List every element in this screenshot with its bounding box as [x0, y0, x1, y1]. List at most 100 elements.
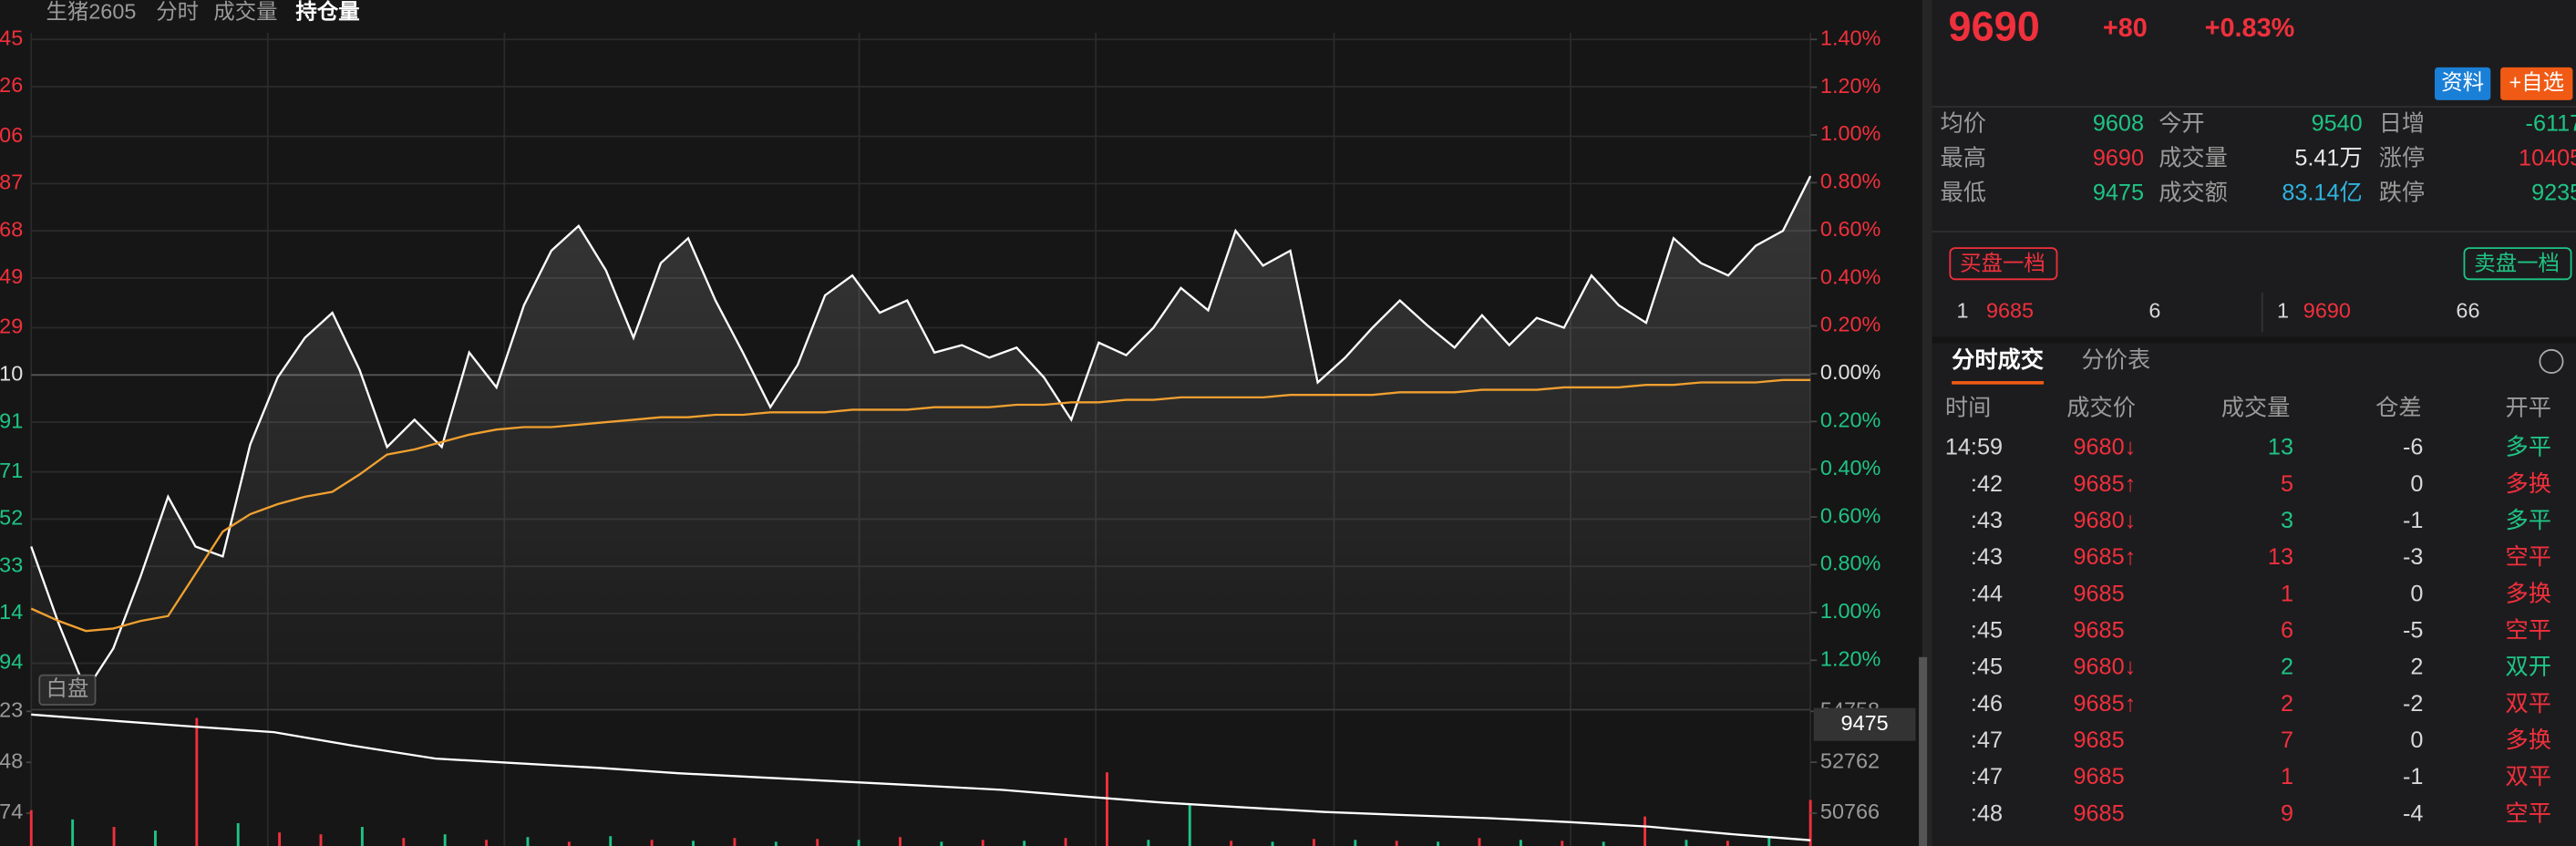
- trade-volume: 7: [2281, 727, 2293, 753]
- book-price: 9690: [2303, 299, 2351, 323]
- trade-time: :45: [1971, 618, 2003, 644]
- tab[interactable]: 成交量: [213, 0, 277, 24]
- bar: [112, 827, 116, 846]
- y2-tick-label: 0.40%: [1820, 264, 1880, 288]
- stat-value: 9235: [2531, 180, 2576, 205]
- cursor-label: 9475: [1841, 711, 1889, 735]
- stat-label: 今开: [2159, 111, 2204, 137]
- bar: [402, 838, 406, 846]
- tab[interactable]: 分价表: [2082, 347, 2151, 373]
- bar: [1354, 840, 1357, 846]
- side-panel: [1932, 0, 2576, 846]
- bar: [899, 837, 902, 846]
- trade-time: :45: [1971, 655, 2003, 680]
- bar: [1188, 805, 1191, 846]
- trade-volume: 5: [2281, 471, 2293, 497]
- stat-value: 9608: [2093, 111, 2144, 137]
- stat-label: 日增: [2379, 111, 2425, 137]
- stat-value: 10405: [2519, 145, 2576, 170]
- stat-label: 成交量: [2159, 145, 2228, 170]
- y2-tick-label: 0.00%: [1820, 360, 1880, 384]
- trade-volume: 2: [2281, 691, 2293, 717]
- trade-type: 双开: [2506, 655, 2551, 680]
- bar: [360, 827, 364, 846]
- y-tick-label: 45: [0, 26, 23, 49]
- trade-diff: 0: [2410, 581, 2423, 606]
- y2-tick-label: 0.20%: [1820, 408, 1880, 432]
- y-tick-label: 91: [0, 408, 23, 432]
- trade-price: 9680↓: [2073, 435, 2136, 460]
- y2-tick-label: 0.20%: [1820, 313, 1880, 336]
- bar: [567, 841, 571, 846]
- y-tick-label: 29: [0, 315, 23, 338]
- button[interactable]: [2500, 67, 2573, 100]
- book-tag: [1949, 247, 2058, 281]
- y2-tick-label: 0.60%: [1820, 503, 1880, 527]
- bar: [526, 837, 530, 846]
- trade-time: :47: [1971, 727, 2003, 753]
- y-tick-label: 33: [0, 552, 23, 576]
- stat-value: 83.14亿: [2282, 180, 2362, 205]
- tab[interactable]: 生猪2605: [46, 0, 136, 24]
- stat-value: 5.41万: [2294, 145, 2362, 170]
- trade-price: 9685↑: [2073, 544, 2136, 570]
- scrollbar: [1919, 656, 1928, 846]
- y-tick-label: 71: [0, 459, 23, 482]
- bar: [153, 831, 157, 846]
- trade-type: 多平: [2506, 508, 2551, 533]
- trade-diff: -6: [2403, 435, 2423, 460]
- trade-type: 双平: [2506, 764, 2551, 789]
- trade-time: :46: [1971, 691, 2003, 717]
- trade-type: 多换: [2506, 727, 2551, 753]
- y2-tick-label: 0.40%: [1820, 456, 1880, 480]
- trade-diff: -5: [2403, 618, 2423, 644]
- stat-label: 最高: [1941, 145, 1986, 170]
- trade-diff: -2: [2403, 691, 2423, 717]
- chart-layer: 45 26 06 87 68 49 29 10 91 71 52 33 14 94 1.40% 1.20% 1.…: [0, 26, 1880, 846]
- button-label[interactable]: 资料: [2441, 70, 2484, 94]
- y2-tick-label: 0.60%: [1820, 217, 1880, 241]
- trade-type: 空平: [2506, 618, 2551, 644]
- bar: [1312, 839, 1315, 846]
- bar: [1147, 840, 1150, 846]
- bar: [650, 840, 654, 846]
- trade-price: 9685: [2073, 581, 2124, 606]
- trade-price: 9685: [2073, 800, 2124, 826]
- column-header: 时间: [1945, 395, 1991, 420]
- bar: [278, 832, 282, 846]
- cursor-box: [1813, 707, 1916, 741]
- tab[interactable]: 分时: [156, 0, 199, 24]
- y2-tick-label: 50766: [1820, 800, 1880, 823]
- tab-underline: [1952, 381, 2045, 385]
- trade-type: 双平: [2506, 691, 2551, 717]
- y-tick-label: 26: [0, 73, 23, 97]
- bar: [29, 810, 33, 846]
- y2-tick-label: 1.20%: [1820, 74, 1880, 98]
- column-header: 成交量: [2221, 395, 2291, 420]
- trade-volume: 6: [2281, 618, 2293, 644]
- stat-label: 最低: [1941, 180, 1986, 205]
- trade-time: :43: [1971, 544, 2003, 570]
- more-icon[interactable]: [2539, 348, 2564, 374]
- y2-tick-label: 0.80%: [1820, 170, 1880, 193]
- tab-active[interactable]: 持仓量: [295, 0, 359, 24]
- y-tick-label: 74: [0, 800, 23, 823]
- bar: [1726, 841, 1729, 846]
- trade-volume: 3: [2281, 508, 2293, 533]
- tab-active[interactable]: 分时成交: [1952, 346, 2045, 373]
- button[interactable]: [2435, 67, 2491, 100]
- book-qty: 6: [2148, 299, 2160, 323]
- book-level: 1: [2277, 299, 2289, 323]
- button-label[interactable]: +自选: [2509, 70, 2563, 94]
- bar: [443, 834, 447, 846]
- trade-diff: -4: [2403, 800, 2423, 826]
- y-tick-label: 06: [0, 123, 23, 147]
- y-tick-label: 49: [0, 264, 23, 288]
- bar: [1561, 841, 1564, 846]
- y2-tick-label: 52762: [1820, 748, 1880, 772]
- bar: [1023, 841, 1026, 846]
- stat-label: 成交额: [2159, 180, 2228, 205]
- y-tick-label: 87: [0, 170, 23, 194]
- bar: [609, 836, 613, 846]
